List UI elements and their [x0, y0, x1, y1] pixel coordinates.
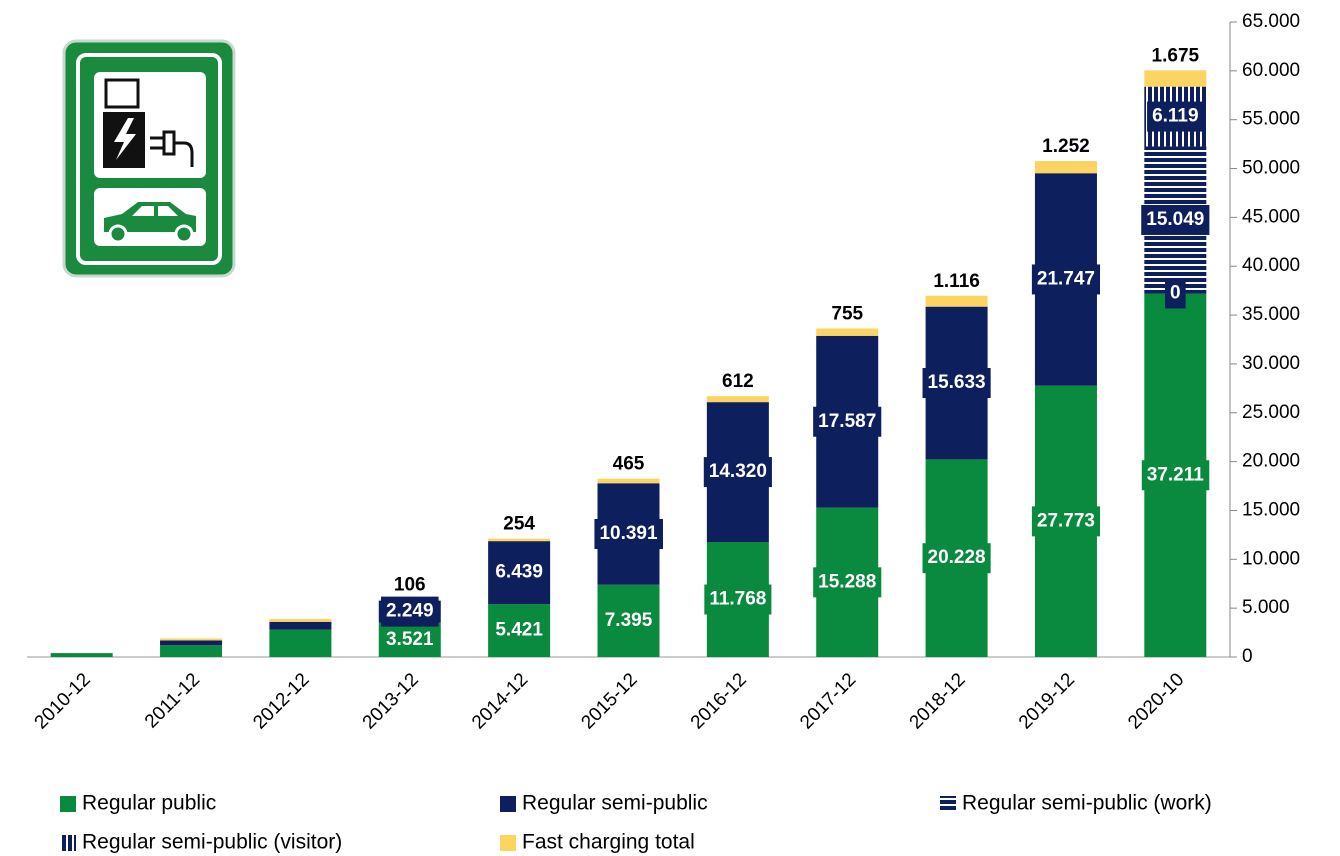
y-tick-label: 50.000: [1242, 158, 1300, 179]
x-tick-label: 2014-12: [468, 669, 532, 733]
x-tick-label: 2019-12: [1015, 669, 1079, 733]
x-tick-label: 2017-12: [796, 669, 860, 733]
x-tick-label: 2012-12: [249, 669, 313, 733]
value-label: 106: [394, 575, 426, 596]
value-label: 6.439: [495, 562, 543, 583]
bar-segment: [160, 640, 223, 646]
value-label-box: [922, 543, 991, 574]
legend-label: Regular semi-public: [522, 792, 708, 815]
value-label-box: [380, 596, 439, 627]
value-label-box: [490, 615, 549, 646]
x-tick-label: 2016-12: [687, 669, 751, 733]
x-tick-label: 2018-12: [906, 669, 970, 733]
bar-segment: [1034, 160, 1097, 174]
y-tick-label: 65.000: [1242, 11, 1300, 32]
value-label: 15.049: [1146, 209, 1204, 230]
bar-segment: [269, 629, 332, 657]
value-label: 0: [1170, 282, 1181, 303]
value-label: 17.587: [818, 411, 876, 432]
value-label-box: [1141, 460, 1210, 491]
value-label: 37.211: [1147, 464, 1204, 485]
y-tick-label: 10.000: [1242, 548, 1300, 569]
value-label: 3.521: [386, 629, 434, 650]
value-label: 1.116: [933, 271, 980, 292]
y-tick-label: 35.000: [1242, 304, 1300, 325]
y-tick-label: 40.000: [1242, 255, 1300, 276]
bar-segment: [160, 645, 223, 657]
bar-segment: [1144, 70, 1207, 87]
legend-label: Regular semi-public (visitor): [82, 831, 342, 854]
legend-swatch: [500, 835, 516, 851]
value-label-box: [922, 368, 991, 399]
value-label: 612: [722, 371, 754, 392]
bar-segment: [925, 295, 988, 307]
bar-segment: [597, 478, 660, 484]
y-tick-label: 20.000: [1242, 451, 1300, 472]
x-tick-label: 2015-12: [577, 669, 641, 733]
x-tick-label: 2010-12: [31, 669, 95, 733]
value-label: 15.633: [928, 372, 986, 393]
x-tick-label: 2011-12: [141, 669, 204, 732]
legend-label: Regular semi-public (work): [962, 792, 1212, 815]
y-tick-label: 60.000: [1242, 60, 1300, 81]
value-label-box: [380, 624, 439, 655]
value-label-box: [1147, 101, 1204, 132]
value-label-box: [703, 457, 772, 488]
bar-segment: [816, 328, 879, 336]
bar-segment: [50, 653, 113, 657]
bar-segment: [160, 638, 223, 641]
value-label-box: [813, 406, 882, 437]
value-label-box: [1165, 278, 1186, 309]
y-tick-label: 15.000: [1242, 499, 1300, 520]
legend-swatch: [60, 835, 76, 851]
value-label: 10.391: [599, 523, 658, 544]
legend-label: Regular public: [82, 792, 216, 815]
legend-label: Fast charging total: [522, 831, 695, 854]
value-label-box: [1031, 264, 1101, 295]
bar-segment: [488, 538, 551, 542]
value-label: 14.320: [709, 461, 767, 482]
legend-swatch: [500, 796, 516, 812]
x-tick-label: 2013-12: [359, 669, 423, 733]
bar-segment: [269, 618, 332, 622]
legend-swatch: [60, 796, 76, 812]
charging-sign-icon: [62, 39, 236, 278]
value-label: 2.249: [386, 601, 434, 622]
bar-segment: [706, 396, 769, 403]
bar-segment: [269, 621, 332, 630]
value-label-box: [1031, 506, 1101, 537]
value-label: 1.252: [1042, 136, 1090, 157]
value-label: 20.228: [928, 547, 986, 568]
y-tick-label: 45.000: [1242, 206, 1300, 227]
value-label: 7.395: [605, 610, 653, 631]
y-tick-label: 25.000: [1242, 402, 1300, 423]
value-label-box: [704, 584, 772, 615]
value-label-box: [594, 519, 663, 550]
value-label: 27.773: [1037, 510, 1095, 531]
legend-swatch: [940, 796, 956, 812]
x-tick-label: 2020-10: [1124, 669, 1188, 733]
y-tick-label: 5.000: [1242, 597, 1290, 618]
value-label: 465: [613, 454, 645, 475]
value-label: 1.675: [1152, 45, 1200, 66]
y-tick-label: 30.000: [1242, 353, 1300, 374]
value-label: 6.119: [1152, 106, 1199, 127]
value-label: 15.288: [818, 571, 876, 592]
value-label: 254: [503, 514, 535, 535]
value-label: 21.747: [1037, 268, 1095, 289]
value-label-box: [490, 557, 548, 588]
value-label-box: [599, 605, 658, 636]
value-label-box: [1141, 204, 1210, 235]
value-label: 755: [831, 303, 863, 324]
value-label: 5.421: [495, 620, 543, 641]
y-tick-label: 0: [1242, 646, 1253, 667]
value-label: 11.768: [709, 589, 766, 610]
y-tick-label: 55.000: [1242, 109, 1300, 130]
value-label-box: [813, 567, 882, 598]
